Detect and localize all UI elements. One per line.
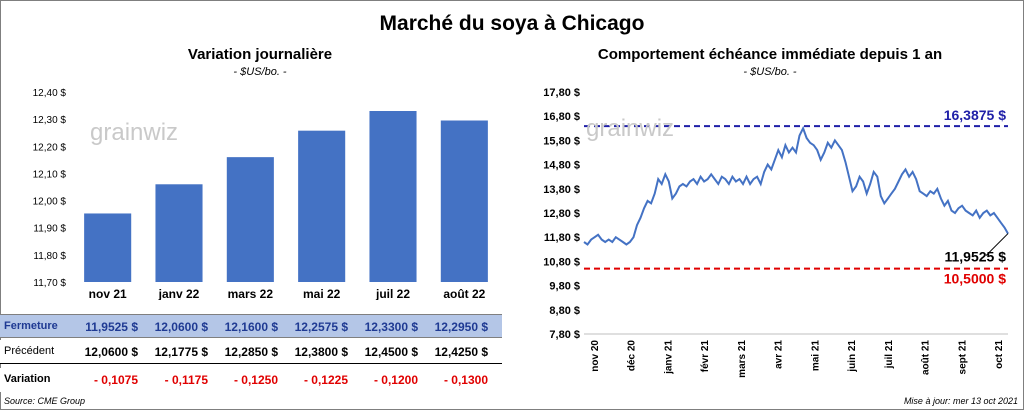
main-title: Marché du soya à Chicago — [379, 12, 645, 35]
last-value-label: 11,9525 $ — [944, 249, 1006, 265]
bar — [84, 213, 132, 282]
x-tick-label: déc 20 — [627, 340, 638, 372]
price-table: Fermeture 11,9525 $ 12,0600 $ 12,1600 $ … — [0, 314, 502, 394]
y-tick-label: 11,80 $ — [544, 232, 580, 244]
row-label: Précédent — [4, 345, 55, 357]
row-label: Fermeture — [4, 320, 58, 332]
table-row-precedent: Précédent 12,0600 $ 12,1775 $ 12,2850 $ … — [0, 340, 502, 364]
bar — [155, 184, 203, 282]
x-tick-label: août 22 — [443, 287, 485, 300]
x-tick-label: sept 21 — [957, 340, 968, 375]
x-tick-label: juin 21 — [847, 340, 858, 373]
y-tick-label: 9,80 $ — [549, 281, 580, 293]
x-tick-label: mai 22 — [303, 287, 341, 300]
bar — [369, 111, 417, 282]
reference-label: 10,5000 $ — [944, 271, 1006, 287]
table-row-variation: Variation - 0,1075 - 0,1175 - 0,1250 - 0… — [0, 368, 502, 392]
y-tick-label: 12,20 $ — [33, 142, 67, 153]
table-cell: 11,9525 $ — [85, 320, 138, 334]
table-cell: - 0,1250 — [233, 373, 278, 387]
row-label: Variation — [4, 373, 51, 385]
table-cell: 12,4500 $ — [364, 345, 418, 359]
x-tick-label: nov 21 — [89, 287, 127, 300]
table-cell: 12,3800 $ — [294, 345, 348, 359]
table-cell: 12,0600 $ — [154, 320, 208, 334]
last-value-pointer — [985, 233, 1009, 256]
y-tick-label: 12,10 $ — [33, 169, 67, 180]
source-note: Source: CME Group — [4, 396, 86, 406]
table-cell: 12,1600 $ — [224, 320, 278, 334]
table-cell: 12,1775 $ — [154, 345, 208, 359]
table-cell: 12,0600 $ — [84, 345, 138, 359]
table-cell: 12,2575 $ — [294, 320, 348, 334]
table-cell: 12,4250 $ — [434, 345, 488, 359]
table-cell: - 0,1075 — [93, 373, 138, 387]
x-tick-label: août 21 — [921, 340, 932, 375]
y-tick-label: 11,70 $ — [33, 278, 66, 289]
table-cell: - 0,1225 — [303, 373, 348, 387]
y-tick-label: 14,80 $ — [543, 160, 580, 172]
line-chart-subtitle: - $US/bo. - — [743, 66, 797, 78]
watermark-logo: grainwiz — [90, 119, 178, 146]
y-tick-label: 7,80 $ — [549, 329, 580, 341]
y-tick-label: 10,80 $ — [543, 256, 580, 268]
x-tick-label: mars 21 — [737, 340, 748, 378]
bar — [298, 130, 346, 282]
y-tick-label: 17,80 $ — [543, 87, 580, 99]
bar-chart-subtitle: - $US/bo. - — [233, 66, 287, 78]
table-cell: 12,3300 $ — [364, 320, 418, 334]
table-cell: - 0,1200 — [373, 373, 418, 387]
y-tick-label: 12,80 $ — [543, 208, 580, 220]
x-tick-label: nov 20 — [590, 340, 601, 372]
x-tick-label: avr 21 — [774, 340, 785, 369]
bar-chart: 11,70 $ 11,80 $ 11,90 $ 12,00 $ 12,10 $ 12,20… — [33, 88, 488, 300]
y-tick-label: 12,30 $ — [33, 115, 67, 126]
y-tick-label: 12,00 $ — [33, 197, 67, 208]
table-cell: 12,2950 $ — [434, 320, 488, 334]
x-tick-label: oct 21 — [994, 340, 1005, 369]
bar-chart-title: Variation journalière — [187, 46, 333, 63]
x-tick-label: mars 22 — [228, 287, 274, 300]
x-tick-label: févr 21 — [700, 340, 711, 373]
y-tick-label: 13,80 $ — [543, 184, 580, 196]
bar — [226, 157, 274, 282]
x-tick-label: juil 22 — [375, 287, 410, 300]
x-tick-label: juil 21 — [884, 340, 895, 370]
reference-label: 16,3875 $ — [944, 107, 1006, 123]
table-row-fermeture: Fermeture 11,9525 $ 12,0600 $ 12,1600 $ … — [0, 314, 502, 338]
y-tick-label: 12,40 $ — [33, 88, 67, 99]
x-tick-label: mai 21 — [810, 340, 821, 372]
update-note: Mise à jour: mer 13 oct 2021 — [903, 396, 1018, 406]
line-chart-title: Comportement échéance immédiate depuis 1… — [597, 46, 943, 63]
table-cell: - 0,1175 — [164, 373, 208, 387]
y-tick-label: 15,80 $ — [543, 135, 580, 147]
table-cell: 12,2850 $ — [224, 345, 278, 359]
bar — [440, 120, 488, 282]
table-cell: - 0,1300 — [443, 373, 488, 387]
y-tick-label: 8,80 $ — [549, 305, 580, 317]
x-tick-label: janv 22 — [158, 287, 200, 300]
series-line — [583, 125, 1009, 246]
watermark-logo: grainwiz — [586, 115, 674, 142]
y-tick-label: 11,80 $ — [33, 251, 66, 262]
x-tick-label: janv 21 — [663, 340, 674, 375]
y-tick-label: 11,90 $ — [33, 224, 66, 235]
y-tick-label: 16,80 $ — [543, 111, 580, 123]
line-chart: 7,80 $ 8,80 $ 9,80 $ 10,80 $ 11,80 $ 12,80 $ 1… — [543, 87, 1009, 378]
